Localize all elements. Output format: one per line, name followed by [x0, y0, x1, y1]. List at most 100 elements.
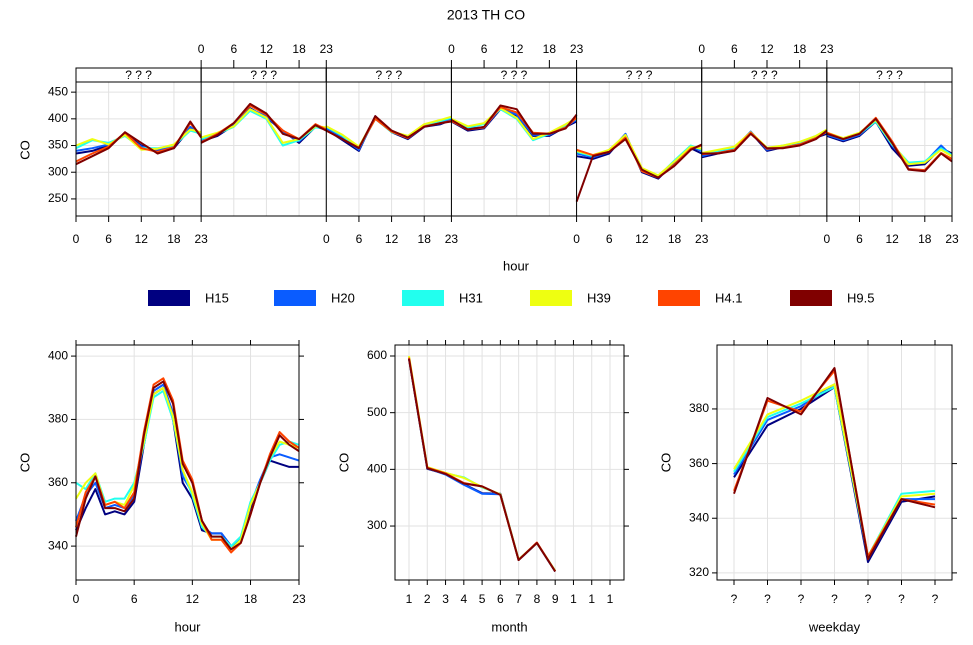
x-tick-label: ?: [831, 592, 838, 606]
legend-label: H15: [205, 290, 229, 305]
x-tick-label: 0: [698, 42, 705, 56]
series-line: [200, 102, 327, 144]
y-axis-label: CO: [17, 453, 32, 473]
series-line: [450, 107, 578, 141]
x-tick-label: 0: [573, 232, 580, 246]
x-tick-label: 9: [552, 592, 559, 606]
x-tick-label: 6: [856, 232, 863, 246]
x-tick-label: 6: [481, 42, 488, 56]
x-tick-label: 12: [385, 232, 399, 246]
x-axis-label: weekday: [808, 619, 861, 634]
strip-label: ? ? ?: [501, 68, 528, 82]
x-tick-label: 18: [543, 42, 557, 56]
y-tick-label: 350: [48, 138, 68, 152]
x-tick-label: 1: [588, 592, 595, 606]
x-tick-label: 0: [824, 232, 831, 246]
x-tick-label: 18: [292, 42, 306, 56]
x-tick-label: 23: [945, 232, 959, 246]
x-tick-label: 18: [918, 232, 932, 246]
x-tick-label: ?: [764, 592, 771, 606]
y-tick-label: 250: [48, 191, 68, 205]
plot-frame: [75, 67, 953, 217]
chart-title: 2013 TH CO: [447, 7, 525, 23]
x-tick-label: 12: [885, 232, 899, 246]
x-tick-label: 23: [695, 232, 709, 246]
x-tick-label: ?: [798, 592, 805, 606]
x-tick-label: 6: [497, 592, 504, 606]
x-tick-label: 12: [135, 232, 149, 246]
series-line: [701, 129, 828, 155]
series-line: [75, 120, 202, 166]
x-tick-label: 0: [198, 42, 205, 56]
series-line: [826, 117, 953, 173]
series-line: [75, 377, 300, 554]
y-tick-label: 320: [689, 565, 709, 579]
legend-label: H31: [459, 290, 483, 305]
legend-swatch: [530, 290, 572, 306]
x-tick-label: 23: [194, 232, 208, 246]
x-tick-label: 12: [186, 592, 200, 606]
legend-label: H9.5: [847, 290, 874, 305]
series-line: [325, 115, 452, 150]
y-tick-label: 300: [48, 164, 68, 178]
legend-swatch: [658, 290, 700, 306]
x-tick-label: 6: [230, 42, 237, 56]
x-tick-label: 4: [460, 592, 467, 606]
y-axis-label: CO: [17, 140, 32, 160]
plot-frame: [716, 344, 953, 581]
y-tick-label: 450: [48, 84, 68, 98]
x-tick-label: 0: [448, 42, 455, 56]
x-tick-label: 23: [292, 592, 306, 606]
x-axis-label: hour: [503, 258, 530, 273]
legend-label: H20: [331, 290, 355, 305]
series-line: [826, 120, 953, 167]
series-line: [75, 128, 202, 151]
plot-frame: [75, 344, 300, 581]
y-axis-label: CO: [658, 453, 673, 473]
series-line: [408, 358, 557, 572]
x-tick-label: ?: [932, 592, 939, 606]
x-tick-label: 1: [570, 592, 577, 606]
x-tick-label: 23: [820, 42, 834, 56]
y-tick-label: 360: [689, 456, 709, 470]
plot-frame: [394, 344, 625, 581]
y-axis-label: CO: [336, 453, 351, 473]
x-tick-label: 2: [424, 592, 431, 606]
x-tick-label: 12: [760, 42, 774, 56]
x-tick-label: ?: [898, 592, 905, 606]
series-line: [733, 383, 936, 558]
x-tick-label: 0: [323, 232, 330, 246]
strip-label: ? ? ?: [876, 68, 903, 82]
x-tick-label: 5: [479, 592, 486, 606]
strip-label: ? ? ?: [125, 68, 152, 82]
x-tick-label: 18: [167, 232, 181, 246]
x-tick-label: ?: [731, 592, 738, 606]
x-tick-label: 23: [320, 42, 334, 56]
y-tick-label: 300: [367, 518, 387, 532]
y-tick-label: 360: [48, 475, 68, 489]
y-tick-label: 380: [689, 401, 709, 415]
x-tick-label: 6: [105, 232, 112, 246]
x-tick-label: 12: [635, 232, 649, 246]
x-tick-label: 18: [418, 232, 432, 246]
x-tick-label: 3: [442, 592, 449, 606]
strip-label: ? ? ?: [626, 68, 653, 82]
legend-swatch: [790, 290, 832, 306]
x-tick-label: 6: [731, 42, 738, 56]
x-tick-label: 0: [73, 232, 80, 246]
legend-label: H4.1: [715, 290, 742, 305]
legend-swatch: [148, 290, 190, 306]
legend-swatch: [274, 290, 316, 306]
x-tick-label: 6: [131, 592, 138, 606]
y-tick-label: 400: [367, 462, 387, 476]
legend-label: H39: [587, 290, 611, 305]
y-tick-label: 340: [689, 510, 709, 524]
y-tick-label: 600: [367, 348, 387, 362]
x-tick-label: ?: [865, 592, 872, 606]
x-tick-label: 18: [668, 232, 682, 246]
legend-swatch: [402, 290, 444, 306]
x-tick-label: 8: [534, 592, 541, 606]
y-tick-label: 400: [48, 348, 68, 362]
series-line: [733, 367, 936, 561]
